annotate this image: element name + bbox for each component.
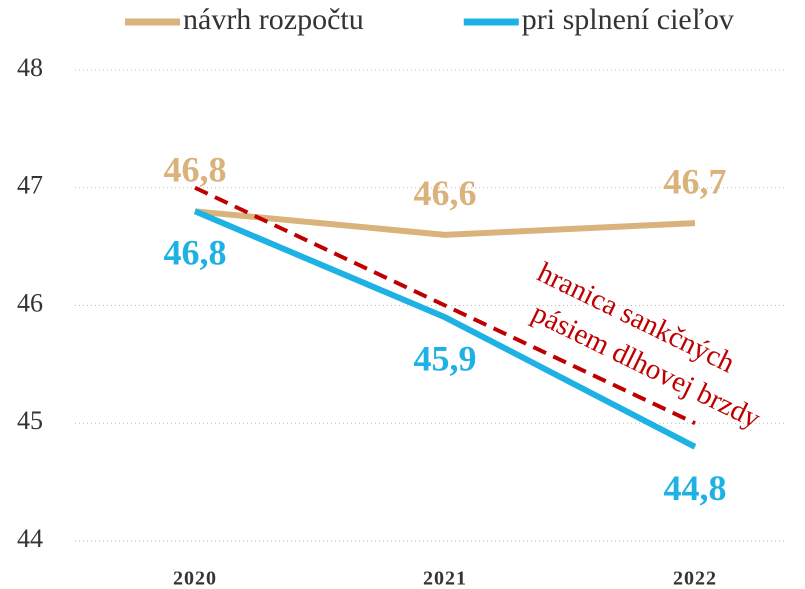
line: [194, 208, 696, 238]
legend-label: pri splnení cieľov: [522, 3, 734, 36]
data-label: 45,9: [414, 339, 477, 379]
y-tick-label: 47: [17, 171, 43, 200]
y-tick-label: 48: [17, 53, 43, 82]
legend-label: návrh rozpočtu: [183, 3, 364, 36]
x-tick-label: 2021: [423, 568, 467, 589]
y-tick-label: 46: [17, 288, 43, 317]
y-tick-label: 45: [17, 406, 43, 435]
data-label: 46,6: [414, 173, 477, 213]
y-tick-label: 44: [17, 524, 43, 553]
x-tick-label: 2022: [673, 568, 717, 589]
data-label: 46,7: [664, 161, 727, 201]
data-label: 44,8: [664, 468, 727, 508]
data-label: 46,8: [164, 150, 227, 190]
threshold-line: [194, 185, 696, 426]
x-tick-label: 2020: [173, 568, 217, 589]
line: [193, 208, 697, 450]
data-label: 46,8: [164, 233, 227, 273]
